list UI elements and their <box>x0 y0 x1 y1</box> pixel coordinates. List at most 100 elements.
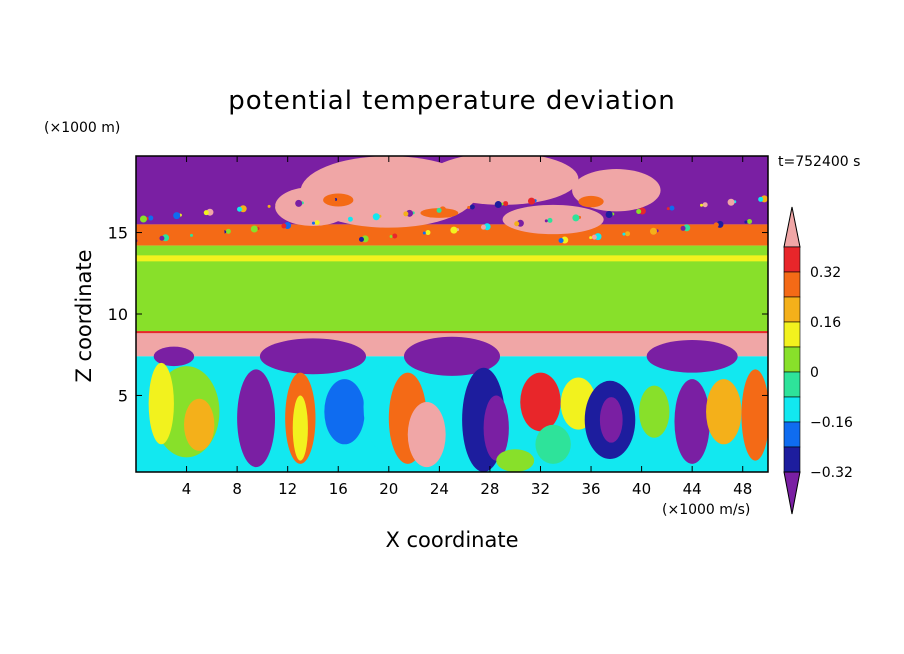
field-speckle <box>422 231 426 235</box>
field-speckle <box>389 234 393 238</box>
field-speckle <box>727 198 735 206</box>
field-speckle <box>528 197 536 205</box>
field-blob <box>674 379 710 464</box>
field-speckle <box>358 236 364 242</box>
cloud-blob <box>502 204 604 235</box>
field-speckle <box>494 201 502 209</box>
purple-dome <box>403 336 501 376</box>
field-speckle <box>311 221 315 225</box>
field-speckle <box>649 227 657 235</box>
y-tick-label: 15 <box>108 224 128 243</box>
colorbar-box <box>783 246 801 273</box>
field-speckle <box>467 205 471 209</box>
y-ticks: 5 10 15 <box>108 224 768 405</box>
colorbar-box <box>783 321 801 348</box>
field-speckle <box>480 224 486 230</box>
x-tick-label: 16 <box>329 480 348 498</box>
x-tick-label: 36 <box>581 480 600 498</box>
field-blob <box>639 385 670 438</box>
y-tick-label: 5 <box>118 386 128 405</box>
field-speckle <box>747 218 753 224</box>
field-speckle <box>189 233 193 237</box>
field-speckle <box>636 209 642 215</box>
field-speckle <box>622 232 626 236</box>
field-speckle <box>547 217 553 223</box>
band-upper-edge <box>136 224 768 246</box>
purple-dome <box>153 346 195 367</box>
cloud-edge <box>420 208 459 218</box>
field-speckle <box>281 223 287 229</box>
field-speckle <box>347 216 353 222</box>
x-ticks: 4 8 12 16 20 24 28 32 36 40 44 48 <box>182 156 752 498</box>
x-tick-label: 8 <box>232 480 242 498</box>
field-blob <box>741 369 768 461</box>
colorbar-box <box>783 271 801 298</box>
field-layer <box>136 156 768 472</box>
field-speckle <box>270 203 276 209</box>
colorbar-label: −0.32 <box>810 465 853 481</box>
x-tick-label: 20 <box>379 480 398 498</box>
band-lower-line <box>136 331 768 334</box>
field-speckle <box>702 202 708 208</box>
field-blob <box>599 397 623 443</box>
cloud-blob <box>426 156 579 205</box>
cloud-edge <box>323 193 354 207</box>
x-tick-label: 4 <box>182 480 192 498</box>
field-speckle <box>758 196 764 202</box>
colorbar-label: 0.32 <box>810 265 841 281</box>
x-tick-label: 24 <box>430 480 449 498</box>
field-speckle <box>159 235 165 241</box>
band-middle-line <box>136 255 768 262</box>
x-tick-label: 32 <box>531 480 550 498</box>
colorbar-box <box>783 346 801 373</box>
field-speckle <box>267 204 271 208</box>
field-blob <box>520 372 561 432</box>
colorbar-label: 0.16 <box>810 315 841 331</box>
field-blob <box>148 362 174 445</box>
field-blob <box>344 444 383 471</box>
field-speckle <box>217 228 225 236</box>
colorbar-bottom-arrow <box>783 471 801 515</box>
field-speckle <box>544 219 548 223</box>
chart-title: potential temperature deviation <box>228 86 676 116</box>
cloud-blob <box>275 186 351 227</box>
time-label: t=752400 s <box>778 154 861 170</box>
purple-dome <box>646 340 738 373</box>
field-speckle <box>225 228 231 234</box>
field-speckle <box>148 215 154 221</box>
field-speckle <box>605 210 613 218</box>
field-speckle <box>403 211 409 217</box>
x-tick-label: 44 <box>683 480 702 498</box>
field-speckle <box>450 226 458 234</box>
field-speckle <box>392 233 398 239</box>
field-speckle <box>744 220 748 224</box>
field-speckle <box>591 234 597 240</box>
field-speckle <box>700 203 704 207</box>
field-blob <box>706 379 742 445</box>
colorbar: 0.32 0.16 0 −0.16 −0.32 <box>783 206 853 515</box>
field-speckle <box>425 230 431 236</box>
field-blob <box>237 369 276 468</box>
colorbar-label: 0 <box>810 365 819 381</box>
colorbar-box <box>783 371 801 398</box>
field-speckle <box>469 204 475 210</box>
purple-dome <box>259 338 367 375</box>
x-axis-label: X coordinate <box>385 528 519 552</box>
field-speckle <box>589 236 593 240</box>
field-blob <box>324 379 365 445</box>
field-speckle <box>173 212 181 220</box>
field-speckle <box>666 207 670 211</box>
field-speckle <box>372 213 380 221</box>
field-speckle <box>237 206 243 212</box>
colorbar-box <box>783 396 801 423</box>
field-blob <box>496 449 535 472</box>
field-speckle <box>203 210 209 216</box>
colorbar-box <box>783 421 801 448</box>
colorbar-box <box>783 296 801 323</box>
x-tick-label: 12 <box>278 480 297 498</box>
z-unit-label: (×1000 m) <box>44 120 121 136</box>
field-blob <box>184 398 215 451</box>
field-speckle <box>680 225 686 231</box>
x-unit-label: (×1000 m/s) <box>662 502 751 518</box>
